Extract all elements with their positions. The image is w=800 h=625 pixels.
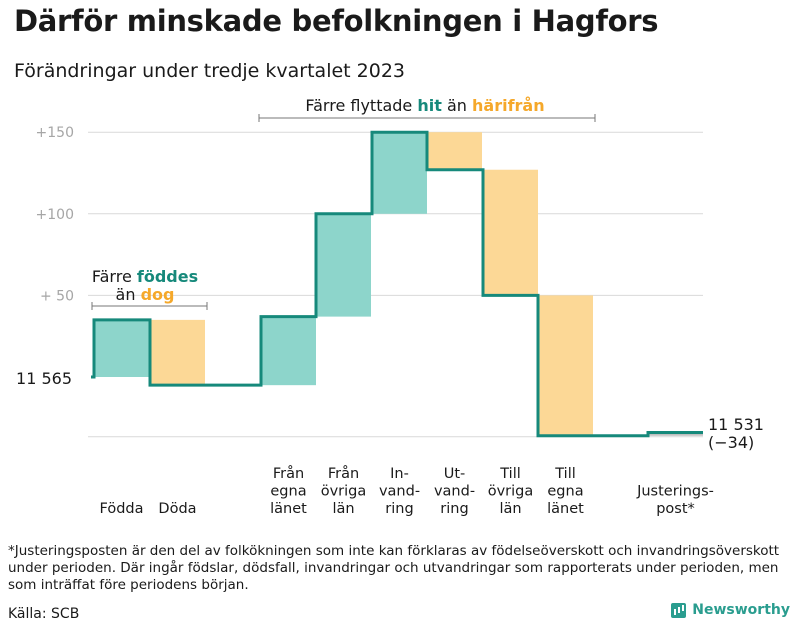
category-label: länet	[270, 501, 307, 517]
bar	[94, 319, 149, 377]
category-label: egna	[270, 484, 306, 500]
category-label: Till	[554, 466, 576, 482]
end-value-label: 11 531	[708, 415, 764, 434]
category-label: ring	[440, 501, 468, 517]
category-label: post*	[656, 501, 695, 517]
y-tick-label: +150	[36, 125, 74, 141]
bar	[316, 213, 371, 317]
chart-title: Därför minskade befolkningen i Hagfors	[14, 4, 659, 38]
category-label: Födda	[100, 501, 144, 517]
annotation-births-line1: Färre föddes	[92, 267, 198, 286]
bar	[427, 132, 482, 170]
bar	[372, 132, 427, 214]
start-value-label: 11 565	[16, 369, 72, 388]
bar	[150, 319, 205, 386]
source-label: Källa: SCB	[8, 606, 80, 622]
annotation-migration: Färre flyttade hit än härifrån	[305, 96, 544, 115]
category-label: länet	[547, 501, 584, 517]
step-line	[91, 130, 703, 438]
bar	[648, 432, 703, 436]
category-label: In-	[390, 466, 409, 482]
category-label: vand-	[434, 484, 475, 500]
category-label: Döda	[158, 501, 196, 517]
bar	[483, 169, 538, 296]
end-change-label: (−34)	[708, 433, 754, 452]
category-label: vand-	[379, 484, 420, 500]
bar-chart-icon	[671, 602, 687, 618]
y-tick-label: +100	[36, 207, 74, 223]
category-label: Från	[273, 465, 304, 482]
category-label: Justerings-	[636, 484, 714, 500]
bar	[538, 295, 593, 436]
category-label: Ut-	[444, 466, 466, 482]
brand-name: Newsworthy	[692, 602, 790, 618]
category-label: län	[499, 501, 521, 517]
category-label: egna	[547, 484, 583, 500]
annotation-births-line2: än dog	[116, 285, 175, 304]
bar	[261, 316, 316, 386]
category-label: Till	[499, 466, 521, 482]
category-label: ring	[385, 501, 413, 517]
y-tick-label: + 50	[40, 288, 74, 304]
category-label: övriga	[321, 484, 367, 500]
newsworthy-logo: Newsworthy	[671, 602, 790, 618]
footnote: *Justeringsposten är den del av folkökni…	[8, 543, 780, 593]
category-label: län	[332, 501, 354, 517]
category-label: Från	[328, 465, 359, 482]
chart-subtitle: Förändringar under tredje kvartalet 2023	[14, 60, 406, 82]
category-label: övriga	[488, 484, 534, 500]
